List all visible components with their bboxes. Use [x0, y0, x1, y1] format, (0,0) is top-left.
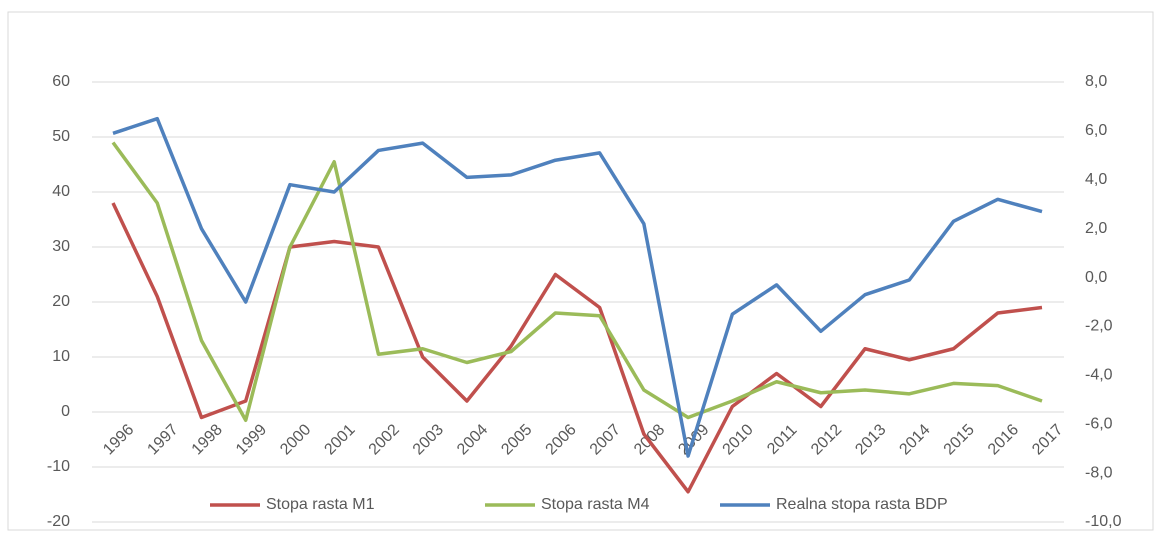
x-tick-label: 2006: [543, 421, 580, 458]
y-tick-label: -10: [47, 458, 70, 475]
x-tick-label: 2002: [366, 421, 403, 458]
y2-tick-label: -6,0: [1085, 415, 1113, 432]
x-tick-label: 2015: [941, 421, 978, 458]
y-tick-label: 10: [52, 348, 70, 365]
x-tick-label: 2014: [896, 421, 933, 458]
y2-tick-label: 2,0: [1085, 220, 1107, 237]
y-tick-label: 50: [52, 128, 70, 145]
x-tick-label: 2016: [985, 421, 1022, 458]
y2-tick-label: 6,0: [1085, 122, 1107, 139]
y2-tick-label: -8,0: [1085, 464, 1113, 481]
x-tick-label: 2012: [808, 421, 845, 458]
y-tick-label: 60: [52, 73, 70, 90]
legend-label: Stopa rasta M1: [266, 496, 375, 513]
x-tick-label: 2000: [277, 421, 314, 458]
x-tick-label: 1997: [144, 421, 181, 458]
x-tick-label: 2004: [454, 421, 491, 458]
series-line: [111, 202, 1043, 494]
series-line: [111, 141, 1043, 422]
x-tick-label: 2005: [498, 421, 535, 458]
x-tick-label: 2003: [410, 421, 447, 458]
x-tick-label: 2007: [587, 421, 624, 458]
legend-label: Realna stopa rasta BDP: [776, 496, 948, 513]
x-tick-label: 1998: [189, 421, 226, 458]
y-tick-label: 40: [52, 183, 70, 200]
series-line: [112, 116, 1043, 458]
chart-frame: [7, 11, 1154, 531]
y2-tick-label: 8,0: [1085, 73, 1107, 90]
y-tick-label: -20: [47, 513, 70, 530]
x-tick-label: 1996: [100, 421, 137, 458]
x-tick-label: 2017: [1029, 421, 1066, 458]
y-tick-label: 0: [61, 403, 70, 420]
x-tick-label: 2013: [852, 421, 889, 458]
y-tick-label: 20: [52, 293, 70, 310]
x-tick-label: 1999: [233, 421, 270, 458]
y2-tick-label: -10,0: [1085, 513, 1122, 530]
y2-tick-label: -4,0: [1085, 367, 1113, 384]
y-tick-label: 30: [52, 238, 70, 255]
x-tick-label: 2001: [321, 421, 358, 458]
legend-label: Stopa rasta M4: [541, 496, 650, 513]
x-tick-label: 2010: [720, 421, 757, 458]
y2-tick-label: 0,0: [1085, 269, 1107, 286]
y2-tick-label: 4,0: [1085, 171, 1107, 188]
y2-tick-label: -2,0: [1085, 318, 1113, 335]
x-tick-label: 2011: [764, 422, 800, 458]
